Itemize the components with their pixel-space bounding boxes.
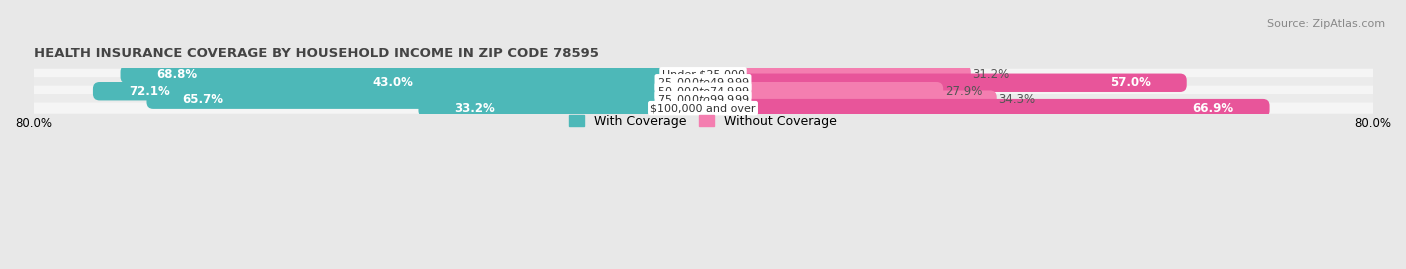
Text: 66.9%: 66.9%	[1192, 102, 1233, 115]
Legend: With Coverage, Without Coverage: With Coverage, Without Coverage	[564, 110, 842, 133]
Text: HEALTH INSURANCE COVERAGE BY HOUSEHOLD INCOME IN ZIP CODE 78595: HEALTH INSURANCE COVERAGE BY HOUSEHOLD I…	[34, 47, 599, 60]
Text: 33.2%: 33.2%	[454, 102, 495, 115]
FancyBboxPatch shape	[146, 90, 710, 109]
FancyBboxPatch shape	[696, 99, 1270, 117]
FancyBboxPatch shape	[696, 73, 1187, 92]
Text: 68.8%: 68.8%	[156, 68, 198, 81]
Text: 57.0%: 57.0%	[1109, 76, 1150, 89]
Text: $25,000 to $49,999: $25,000 to $49,999	[657, 76, 749, 89]
Text: 34.3%: 34.3%	[998, 93, 1036, 106]
Text: $100,000 and over: $100,000 and over	[650, 103, 756, 113]
FancyBboxPatch shape	[27, 69, 1379, 80]
FancyBboxPatch shape	[27, 94, 1379, 105]
Text: 65.7%: 65.7%	[183, 93, 224, 106]
FancyBboxPatch shape	[696, 90, 997, 109]
Text: Source: ZipAtlas.com: Source: ZipAtlas.com	[1267, 19, 1385, 29]
Text: $50,000 to $74,999: $50,000 to $74,999	[657, 85, 749, 98]
Text: 31.2%: 31.2%	[973, 68, 1010, 81]
FancyBboxPatch shape	[27, 77, 1379, 88]
Text: $75,000 to $99,999: $75,000 to $99,999	[657, 93, 749, 106]
FancyBboxPatch shape	[696, 82, 943, 100]
FancyBboxPatch shape	[336, 73, 710, 92]
FancyBboxPatch shape	[419, 99, 710, 117]
FancyBboxPatch shape	[696, 65, 970, 84]
Text: 27.9%: 27.9%	[945, 85, 983, 98]
FancyBboxPatch shape	[27, 86, 1379, 97]
FancyBboxPatch shape	[93, 82, 710, 100]
Text: 43.0%: 43.0%	[373, 76, 413, 89]
FancyBboxPatch shape	[121, 65, 710, 84]
Text: Under $25,000: Under $25,000	[661, 69, 745, 79]
FancyBboxPatch shape	[27, 102, 1379, 114]
Text: 72.1%: 72.1%	[129, 85, 170, 98]
